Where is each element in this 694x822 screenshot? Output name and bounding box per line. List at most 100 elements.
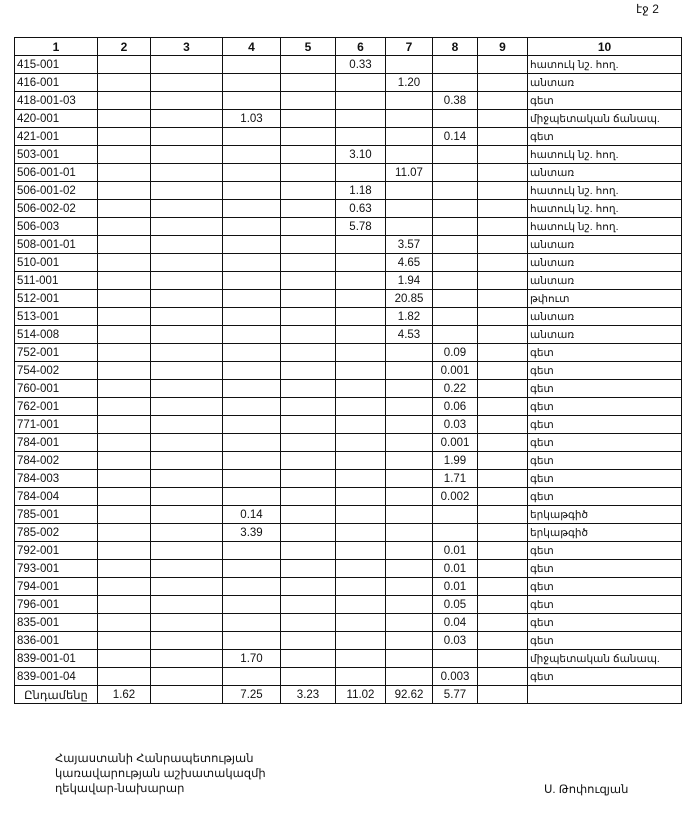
table-cell-col2: [97, 73, 151, 92]
table-cell-col2: [97, 217, 151, 236]
table-cell-col9: [477, 145, 528, 164]
table-row: 506-003 5.78 հատուկ նշ. հող.: [14, 217, 682, 236]
signer-title-line: ղեկավար-նախարար: [55, 783, 185, 795]
table-cell-col6: [335, 541, 386, 560]
table-row: 514-008 4.53 անտառ: [14, 325, 682, 344]
table-cell-col3: [150, 343, 223, 362]
table-cell-col10: երկաթգիծ: [527, 505, 682, 524]
table-cell-col2: [97, 487, 151, 506]
table-cell-col5: [280, 325, 336, 344]
column-header: 10: [527, 37, 682, 56]
table-cell-col5: [280, 145, 336, 164]
table-cell-col2: [97, 163, 151, 182]
table-row: 510-001 4.65 անտառ: [14, 253, 682, 272]
table-cell-col7: 1.20: [385, 73, 433, 92]
table-cell-col3: [150, 199, 223, 218]
table-cell-col10: գետ: [527, 397, 682, 416]
table-cell-col8: [432, 163, 478, 182]
table-cell-col7: [385, 379, 433, 398]
table-cell-col4: [222, 289, 281, 308]
table-cell-col5: [280, 271, 336, 290]
table-cell-col8: 0.09: [432, 343, 478, 362]
table-cell-col1: 506-001-01: [14, 163, 98, 182]
table-cell-col2: [97, 649, 151, 668]
table-row: 835-001 0.04 գետ: [14, 613, 682, 632]
table-cell-col2: [97, 541, 151, 560]
table-cell-col7: [385, 91, 433, 110]
table-cell-col10: գետ: [527, 667, 682, 686]
table-cell-col8: [432, 181, 478, 200]
table-row: 762-001 0.06 գետ: [14, 397, 682, 416]
table-cell-col5: [280, 361, 336, 380]
table-cell-col9: [477, 613, 528, 632]
table-cell-col8: [432, 217, 478, 236]
table-cell-col10: անտառ: [527, 271, 682, 290]
table-row: 836-001 0.03 գետ: [14, 631, 682, 650]
table-cell-col5: [280, 199, 336, 218]
table-cell-col2: [97, 235, 151, 254]
table-cell-col1: 771-001: [14, 415, 98, 434]
table-cell-col9: [477, 181, 528, 200]
table-cell-col10: գետ: [527, 469, 682, 488]
column-header: 8: [432, 37, 478, 56]
table-cell-col5: [280, 343, 336, 362]
table-cell-col2: [97, 145, 151, 164]
table-cell-col2: [97, 577, 151, 596]
table-cell-col4: [222, 397, 281, 416]
table-cell-col5: [280, 379, 336, 398]
table-cell-col2: [97, 631, 151, 650]
table-cell-col7: [385, 541, 433, 560]
table-cell-col9: [477, 433, 528, 452]
table-cell-col4: [222, 487, 281, 506]
table-cell-col10: հատուկ նշ. հող.: [527, 217, 682, 236]
table-cell-col5: [280, 541, 336, 560]
table-cell-col3: [150, 415, 223, 434]
table-cell-col6: 11.02: [335, 685, 386, 704]
table-cell-col7: [385, 559, 433, 578]
table-cell-col2: [97, 451, 151, 470]
table-cell-col5: [280, 649, 336, 668]
table-cell-col5: [280, 55, 336, 74]
table-cell-col10: գետ: [527, 415, 682, 434]
table-cell-col1: Ընդամենը: [14, 685, 98, 704]
table-cell-col4: [222, 559, 281, 578]
table-cell-col10: միջպետական ճանապ.: [527, 649, 682, 668]
table-cell-col6: [335, 73, 386, 92]
table-row: 506-002-02 0.63 հատուկ նշ. հող.: [14, 199, 682, 218]
table-cell-col4: [222, 667, 281, 686]
table-cell-col5: [280, 91, 336, 110]
table-cell-col3: [150, 289, 223, 308]
table-cell-col3: [150, 73, 223, 92]
table-cell-col8: 0.22: [432, 379, 478, 398]
table-row: 784-002 1.99 գետ: [14, 451, 682, 470]
table-cell-col8: [432, 649, 478, 668]
table-cell-col8: 0.05: [432, 595, 478, 614]
table-cell-col8: 0.01: [432, 541, 478, 560]
table-row: 784-001 0.001 գետ: [14, 433, 682, 452]
table-cell-col1: 752-001: [14, 343, 98, 362]
table-cell-col5: [280, 235, 336, 254]
table-cell-col10: գետ: [527, 559, 682, 578]
table-cell-col6: [335, 469, 386, 488]
column-header: 1: [14, 37, 98, 56]
table-cell-col6: [335, 361, 386, 380]
table-cell-col9: [477, 685, 528, 704]
table-cell-col3: [150, 235, 223, 254]
table-cell-col1: 762-001: [14, 397, 98, 416]
table-row: 839-001-04 0.003 գետ: [14, 667, 682, 686]
table-cell-col5: [280, 163, 336, 182]
table-cell-col7: [385, 667, 433, 686]
table-cell-col6: [335, 289, 386, 308]
table-cell-col8: 0.001: [432, 433, 478, 452]
table-cell-col5: [280, 451, 336, 470]
table-cell-col6: [335, 343, 386, 362]
table-cell-col4: [222, 235, 281, 254]
table-cell-col1: 754-002: [14, 361, 98, 380]
table-cell-col4: [222, 361, 281, 380]
table-cell-col10: գետ: [527, 595, 682, 614]
table-cell-col9: [477, 487, 528, 506]
table-cell-col2: [97, 613, 151, 632]
table-cell-col9: [477, 109, 528, 128]
table-cell-col3: [150, 451, 223, 470]
table-cell-col8: 0.38: [432, 91, 478, 110]
